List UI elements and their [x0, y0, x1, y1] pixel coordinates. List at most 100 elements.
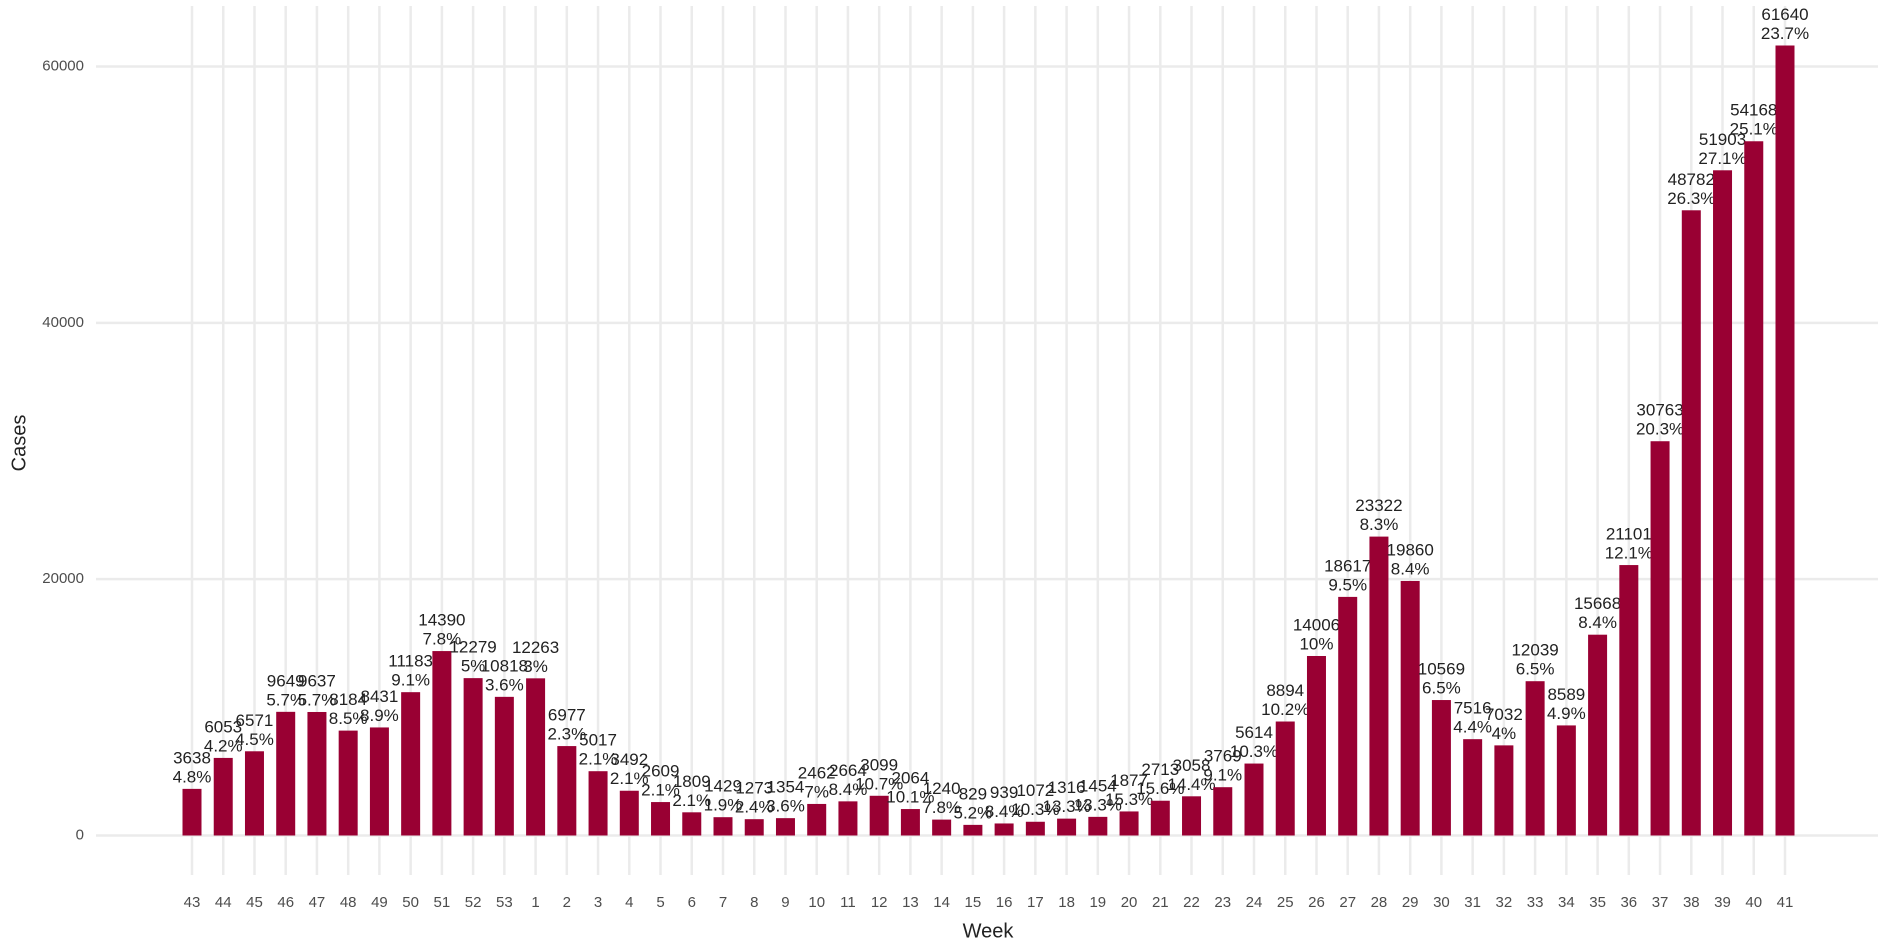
x-tick-label: 38 — [1683, 894, 1700, 911]
x-tick-label: 50 — [402, 894, 419, 911]
value-label: 7032 — [1485, 705, 1523, 724]
x-tick-label: 34 — [1558, 894, 1575, 911]
x-tick-label: 16 — [996, 894, 1013, 911]
bar — [1400, 580, 1420, 836]
value-label: 1072 — [1016, 781, 1054, 800]
bar — [807, 803, 827, 836]
value-label: 9637 — [298, 671, 336, 690]
bar — [932, 819, 952, 836]
value-label: 939 — [990, 783, 1018, 802]
percent-label: 10.2% — [1261, 700, 1309, 719]
percent-label: 2.4% — [735, 798, 774, 817]
x-tick-label: 30 — [1433, 894, 1450, 911]
x-tick-label: 49 — [371, 894, 388, 911]
value-label: 10569 — [1418, 660, 1465, 679]
percent-label: 2.1% — [610, 769, 649, 788]
percent-label: 5.7% — [298, 690, 337, 709]
bar — [1025, 821, 1045, 836]
value-label: 1354 — [767, 778, 805, 797]
value-label: 54168 — [1730, 101, 1777, 120]
value-label: 1809 — [673, 772, 711, 791]
percent-label: 8.9% — [360, 706, 399, 725]
percent-label: 2.1% — [672, 791, 711, 810]
bar — [1119, 811, 1139, 836]
bar — [682, 812, 702, 836]
percent-label: 12.1% — [1605, 544, 1653, 563]
x-tick-label: 4 — [625, 894, 633, 911]
bar — [744, 819, 764, 836]
percent-label: 5% — [461, 657, 486, 676]
value-label: 1240 — [923, 779, 961, 798]
value-label: 15668 — [1574, 594, 1621, 613]
percent-label: 3.6% — [485, 675, 524, 694]
bar — [338, 730, 358, 836]
percent-label: 8.3% — [1360, 515, 1399, 534]
value-label: 10818 — [481, 656, 528, 675]
value-label: 12263 — [512, 638, 559, 657]
value-label: 2713 — [1141, 760, 1179, 779]
percent-label: 8.4% — [1578, 613, 1617, 632]
bar — [713, 817, 733, 836]
bar — [1494, 745, 1514, 836]
value-label: 8431 — [360, 687, 398, 706]
percent-label: 8.4% — [829, 780, 868, 799]
percent-label: 8.4% — [1391, 559, 1430, 578]
x-tick-label: 22 — [1183, 894, 1200, 911]
bar — [463, 678, 483, 836]
x-tick-label: 3 — [594, 894, 602, 911]
x-tick-label: 24 — [1246, 894, 1263, 911]
value-label: 8589 — [1547, 685, 1585, 704]
percent-label: 10.3% — [1011, 800, 1059, 819]
bar — [1463, 739, 1483, 836]
bar — [276, 711, 296, 836]
x-tick-label: 33 — [1527, 894, 1544, 911]
bar — [557, 746, 577, 836]
x-tick-label: 1 — [531, 894, 539, 911]
value-label: 18617 — [1324, 556, 1371, 575]
bar — [526, 678, 546, 836]
value-label: 14006 — [1293, 615, 1340, 634]
value-label: 21101 — [1606, 525, 1652, 544]
x-tick-label: 8 — [750, 894, 758, 911]
bar — [1775, 45, 1795, 836]
bar — [963, 824, 983, 836]
x-tick-label: 43 — [184, 894, 201, 911]
percent-label: 4% — [1492, 724, 1517, 743]
x-tick-label: 48 — [340, 894, 357, 911]
percent-label: 5.7% — [266, 690, 305, 709]
bar — [1431, 700, 1451, 836]
x-tick-label: 2 — [563, 894, 571, 911]
x-tick-label: 47 — [309, 894, 326, 911]
bar — [1057, 818, 1077, 836]
percent-label: 26.3% — [1667, 189, 1715, 208]
percent-label: 1.9% — [704, 796, 743, 815]
x-tick-label: 21 — [1152, 894, 1169, 911]
bar — [182, 788, 202, 836]
bar — [1713, 170, 1733, 836]
x-tick-label: 40 — [1745, 894, 1762, 911]
percent-label: 2.1% — [641, 781, 680, 800]
x-tick-label: 26 — [1308, 894, 1325, 911]
bar — [1182, 796, 1202, 836]
bar — [213, 757, 233, 836]
x-axis-title: Week — [963, 920, 1015, 942]
percent-label: 6.5% — [1516, 660, 1555, 679]
percent-label: 7.8% — [922, 798, 961, 817]
x-tick-label: 18 — [1058, 894, 1075, 911]
percent-label: 9.5% — [1328, 575, 1367, 594]
x-tick-label: 20 — [1121, 894, 1138, 911]
x-tick-label: 35 — [1589, 894, 1606, 911]
value-label: 23322 — [1355, 496, 1402, 515]
percent-label: 25.1% — [1730, 120, 1778, 139]
percent-label: 4.9% — [1547, 704, 1586, 723]
value-label: 2462 — [798, 763, 836, 782]
x-tick-label: 25 — [1277, 894, 1294, 911]
value-label: 5017 — [579, 731, 617, 750]
x-tick-label: 28 — [1371, 894, 1388, 911]
x-tick-label: 39 — [1714, 894, 1731, 911]
value-label: 2664 — [829, 761, 867, 780]
bar — [1619, 565, 1639, 836]
bar — [244, 751, 264, 836]
percent-label: 7% — [804, 782, 829, 801]
x-tick-label: 12 — [871, 894, 888, 911]
